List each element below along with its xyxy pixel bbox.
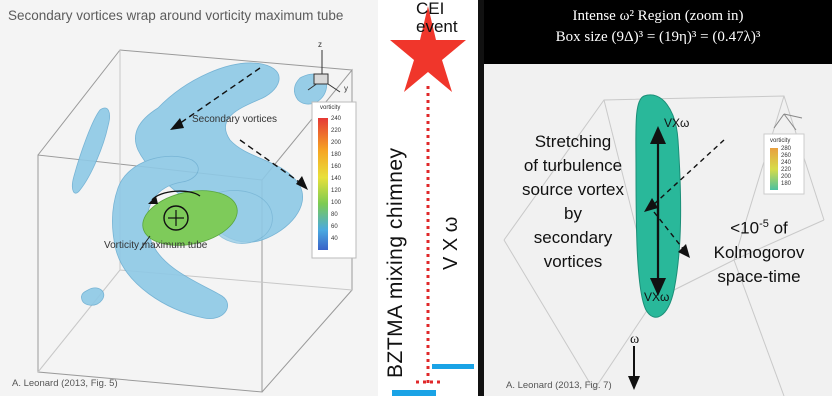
right-header-line2: Box size (9Δ)³ = (19η)³ = (0.47λ)³	[555, 29, 761, 45]
middle-graphic	[390, 6, 474, 396]
axis-y-label: y	[344, 84, 348, 93]
right-credit: A. Leonard (2013, Fig. 7)	[506, 380, 612, 391]
tube-cross-marker	[163, 205, 189, 231]
vx-omega-label: V X ω	[440, 216, 462, 270]
cei-event-star	[390, 6, 466, 92]
right-figure-graphic	[503, 94, 825, 396]
chimney-label: BZTMA mixing chimney	[384, 147, 407, 378]
vorticity-maximum-tube	[142, 190, 238, 246]
right-legend-title: vorticity	[770, 138, 791, 144]
omega-label: ω	[630, 332, 640, 347]
kolmogorov-text: <10-5 of Kolmogorov space-time	[713, 218, 805, 286]
legend-ticks: 240 220 200 180 160 140 120 100 80 60 40	[331, 116, 342, 242]
axis-z-label: z	[318, 40, 322, 49]
left-figure-title: Secondary vortices wrap around vorticity…	[8, 8, 344, 23]
vxw-bottom-label: VXω	[644, 290, 670, 304]
right-legend-colorbar	[770, 148, 778, 190]
left-credit: A. Leonard (2013, Fig. 5)	[12, 378, 118, 389]
stretching-text: Stretching of turbulence source vortex b…	[521, 132, 625, 271]
axis-triad-icon	[307, 50, 341, 93]
left-figure-graphic	[37, 49, 357, 393]
secondary-vortices-label: Secondary vortices	[192, 114, 278, 125]
legend-colorbar	[318, 118, 328, 250]
right-figure-panel: Intense ω² Region (zoom in) Box size (9Δ…	[484, 0, 832, 396]
left-figure-panel: Secondary vortices wrap around vorticity…	[0, 0, 378, 396]
right-legend-ticks: 280 260 240 220 200 180	[781, 146, 792, 187]
right-axis-triad-icon	[773, 113, 803, 131]
blue-accent-top	[432, 364, 474, 369]
divider-right	[478, 0, 484, 396]
vxw-top-label: VXω	[664, 116, 690, 130]
dashed-arrow-secondary	[175, 67, 261, 127]
right-header-line1: Intense ω² Region (zoom in)	[572, 8, 744, 24]
dashed-arrow-in	[651, 139, 725, 207]
cei-event-label: CEI event	[416, 0, 458, 36]
omega-arrow	[628, 376, 640, 390]
vorticity-tube-label: Vorticity maximum tube	[104, 240, 208, 251]
middle-panel: CEI event BZTMA mixing chimney V X ω	[378, 0, 478, 396]
blue-accent-bottom	[392, 390, 436, 396]
right-header-bar: Intense ω² Region (zoom in) Box size (9Δ…	[484, 0, 832, 64]
legend-title: vorticity	[320, 105, 341, 111]
